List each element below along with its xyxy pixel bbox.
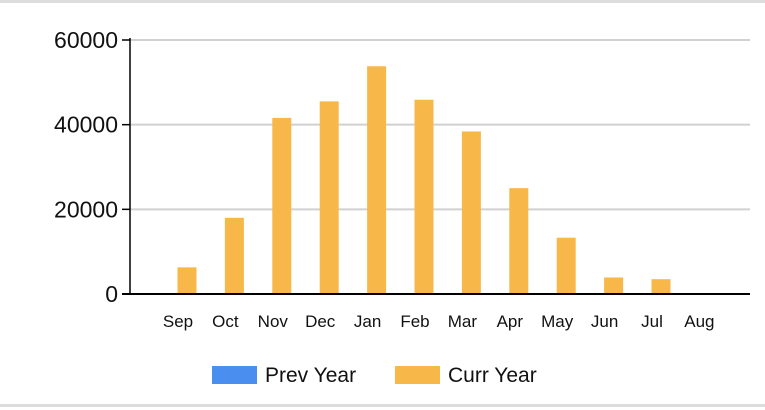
bar-sep — [177, 267, 197, 294]
x-axis-ticks: Sep Oct Nov Dec Jan Feb Mar Apr May Jun Jul Aug — [163, 312, 715, 331]
x-tick-label: Feb — [400, 312, 429, 331]
x-tick-label: Jun — [591, 312, 618, 331]
legend-swatch — [212, 366, 257, 384]
bar-jan — [367, 66, 387, 294]
bar-feb — [414, 99, 434, 294]
bar-oct — [224, 217, 244, 294]
x-tick-label: Jul — [641, 312, 663, 331]
x-tick-label: Apr — [497, 312, 524, 331]
bar-nov — [272, 117, 292, 294]
x-tick-label: Sep — [163, 312, 193, 331]
gridlines — [130, 39, 750, 211]
legend-label: Prev Year — [265, 364, 356, 387]
y-tick-label: 40000 — [54, 112, 118, 138]
bar-chart: 0 20000 40000 60000 Sep Oct Nov Dec Jan Feb Mar Ap… — [54, 27, 750, 387]
x-tick-label: Dec — [305, 312, 336, 331]
y-tick-label: 0 — [105, 281, 118, 307]
legend-label: Curr Year — [448, 364, 537, 387]
legend-swatch — [395, 366, 440, 384]
x-tick-label: Oct — [212, 312, 239, 331]
legend: Prev Year Curr Year — [212, 364, 537, 387]
y-tick-label: 20000 — [54, 196, 118, 222]
axes — [122, 38, 750, 295]
y-tick-label: 60000 — [54, 27, 118, 53]
bar-apr — [509, 188, 529, 294]
bar-jun — [604, 277, 624, 294]
x-tick-label: Nov — [258, 312, 289, 331]
y-axis-ticks: 0 20000 40000 60000 — [54, 27, 130, 307]
x-tick-label: Aug — [684, 312, 714, 331]
x-tick-label: May — [541, 312, 574, 331]
bar-may — [556, 237, 576, 294]
x-tick-label: Mar — [448, 312, 478, 331]
bar-mar — [461, 131, 481, 294]
bar-dec — [319, 101, 339, 294]
x-tick-label: Jan — [354, 312, 381, 331]
bars — [177, 66, 671, 294]
bar-jul — [651, 279, 671, 294]
